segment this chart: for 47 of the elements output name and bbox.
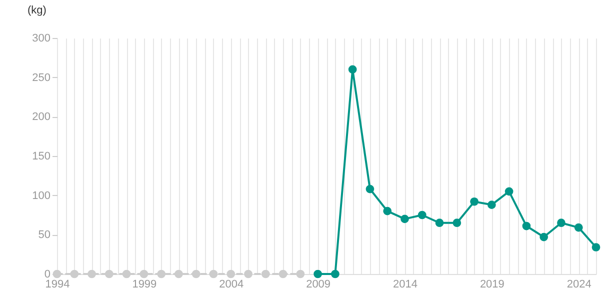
point <box>209 270 218 278</box>
point <box>331 270 340 278</box>
y-tick-label: 300 <box>32 32 50 44</box>
point <box>88 270 96 278</box>
x-tick-label: 2009 <box>306 278 331 290</box>
point <box>261 270 270 278</box>
point <box>383 206 392 216</box>
point <box>140 270 148 278</box>
point <box>435 218 444 228</box>
point <box>574 223 583 232</box>
y-tick-label: 200 <box>32 111 50 124</box>
point <box>418 210 426 220</box>
point <box>487 200 496 209</box>
point <box>192 270 200 278</box>
point <box>296 270 305 278</box>
point <box>226 270 236 278</box>
point <box>470 197 478 206</box>
point <box>592 243 600 252</box>
x-tick-label: 2019 <box>480 278 504 290</box>
x-tick-label: 2014 <box>393 278 418 290</box>
point <box>244 270 252 278</box>
x-tick-label: 1999 <box>132 278 157 290</box>
point <box>70 270 79 278</box>
point <box>104 270 114 278</box>
point <box>348 65 357 74</box>
point <box>157 270 166 278</box>
point <box>522 222 531 230</box>
x-tick-label: 2024 <box>566 278 592 290</box>
y-tick-label: 0 <box>44 268 50 280</box>
point <box>174 270 183 278</box>
point <box>314 270 322 278</box>
y-axis-title: (kg) <box>28 4 46 16</box>
y-tick-label: 50 <box>38 229 50 242</box>
point <box>452 218 462 228</box>
point <box>122 270 131 278</box>
y-tick-label: 100 <box>32 190 50 202</box>
point <box>400 214 409 224</box>
point <box>366 184 374 194</box>
y-tick-label: 150 <box>32 150 50 162</box>
point <box>540 232 548 242</box>
point <box>557 218 566 228</box>
point <box>504 187 514 196</box>
y-tick-label: 250 <box>32 72 50 84</box>
point <box>52 270 62 278</box>
x-tick-label: 2004 <box>219 278 244 290</box>
x-tick-label: 1994 <box>45 278 70 290</box>
point <box>278 270 288 278</box>
